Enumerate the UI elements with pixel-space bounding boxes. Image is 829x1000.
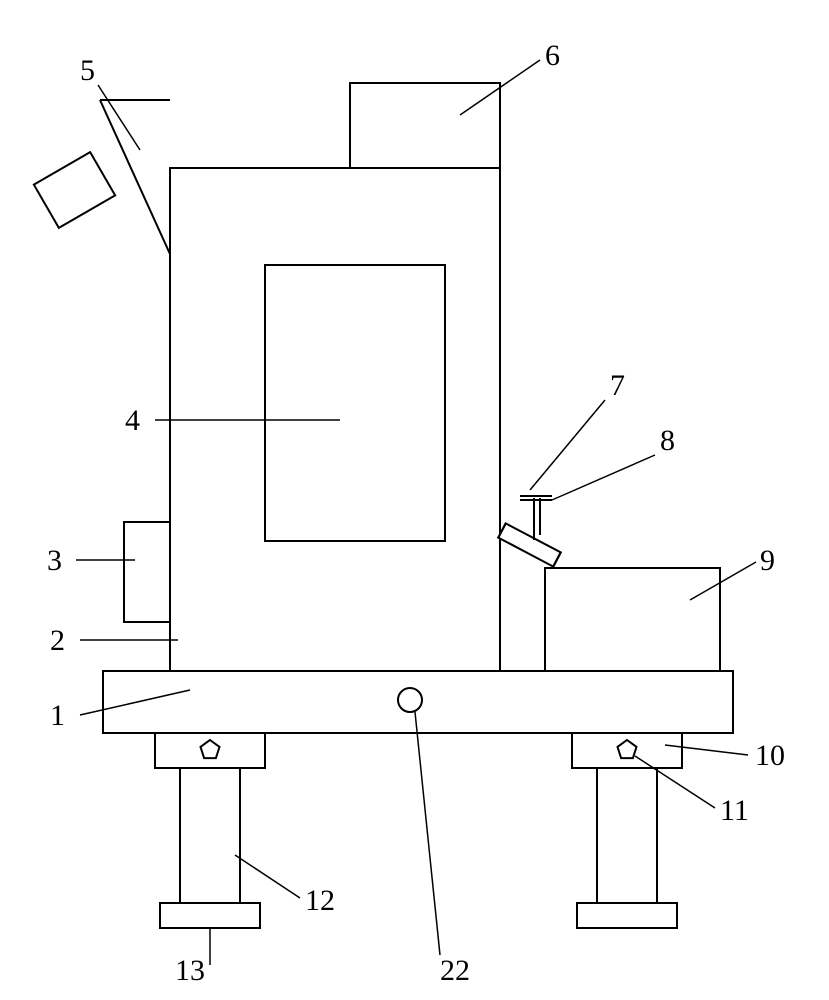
left-foot [160,903,260,928]
right-collection-box [545,568,720,671]
hopper-left-edge [100,100,170,254]
leader-1 [80,690,190,715]
left-leg-bracket [155,733,265,768]
right-foot [577,903,677,928]
leader-8 [552,455,655,500]
label-7: 7 [610,369,625,402]
leader-11 [635,756,715,808]
leader-7 [530,400,605,490]
center-port [398,688,422,712]
leader-22 [415,712,440,955]
label-13: 13 [175,954,205,987]
label-11: 11 [720,794,749,827]
top-box [350,83,500,168]
right-leg-bracket [572,733,682,768]
label-22: 22 [440,954,470,987]
label-12: 12 [305,884,335,917]
left-bolt-icon [201,740,220,758]
left-leg-shaft [180,768,240,903]
right-leg-shaft [597,768,657,903]
hopper-extension [34,152,115,228]
label-9: 9 [760,544,775,577]
label-4: 4 [125,404,140,437]
label-5: 5 [80,54,95,87]
base-plate [103,671,733,733]
leader-12 [235,855,300,898]
label-8: 8 [660,424,675,457]
label-2: 2 [50,624,65,657]
window-panel [265,265,445,541]
label-6: 6 [545,39,560,72]
right-bolt-icon [618,740,637,758]
label-10: 10 [755,739,785,772]
leader-10 [665,745,748,755]
label-3: 3 [47,544,62,577]
left-side-box [124,522,170,622]
label-1: 1 [50,699,65,732]
